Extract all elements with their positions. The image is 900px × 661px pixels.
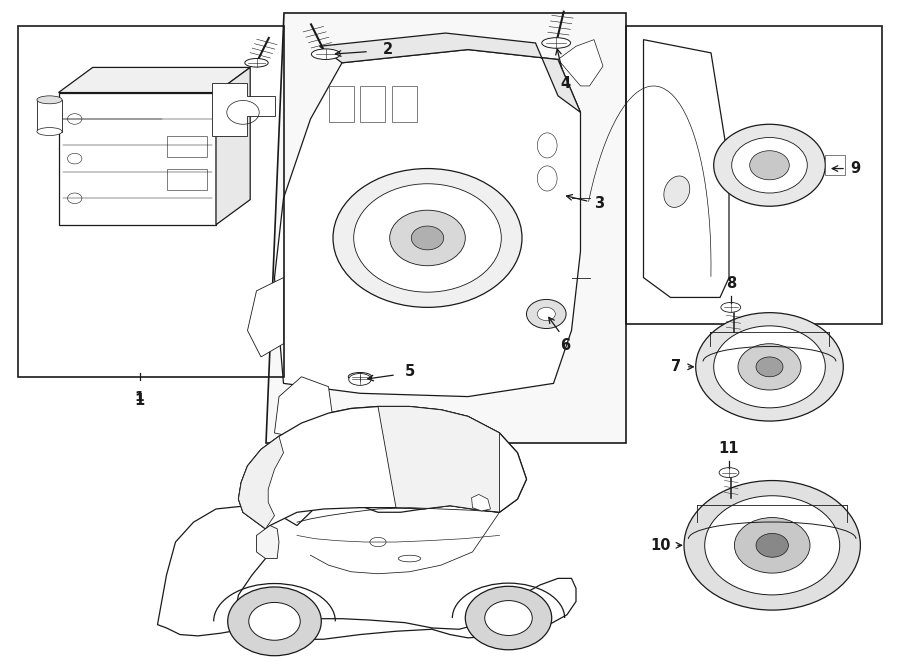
Text: 5: 5: [405, 364, 415, 379]
Text: 2: 2: [382, 42, 392, 57]
Circle shape: [465, 586, 552, 650]
Polygon shape: [238, 407, 526, 529]
Circle shape: [738, 344, 801, 390]
Text: 11: 11: [719, 441, 739, 456]
Ellipse shape: [37, 128, 62, 136]
Polygon shape: [248, 278, 284, 357]
Ellipse shape: [311, 49, 340, 59]
Bar: [58, 93, 216, 225]
Circle shape: [354, 184, 501, 292]
Bar: [18, 26, 284, 377]
Bar: [37, 100, 62, 132]
Ellipse shape: [719, 467, 739, 477]
Circle shape: [756, 533, 788, 557]
Bar: [626, 26, 882, 324]
Circle shape: [696, 313, 843, 421]
Circle shape: [714, 326, 825, 408]
Ellipse shape: [537, 166, 557, 191]
Ellipse shape: [349, 373, 371, 385]
Circle shape: [714, 124, 825, 206]
Bar: [328, 86, 354, 122]
Ellipse shape: [348, 373, 372, 381]
Text: 10: 10: [650, 538, 670, 553]
Bar: [166, 169, 207, 190]
Polygon shape: [266, 13, 626, 443]
Ellipse shape: [537, 133, 557, 158]
Text: 3: 3: [594, 196, 604, 211]
Polygon shape: [238, 436, 284, 529]
Ellipse shape: [542, 38, 571, 48]
Circle shape: [411, 226, 444, 250]
Circle shape: [732, 137, 807, 193]
Circle shape: [485, 601, 532, 635]
Ellipse shape: [37, 96, 62, 104]
Polygon shape: [212, 83, 274, 136]
Polygon shape: [320, 33, 580, 112]
Circle shape: [756, 357, 783, 377]
Circle shape: [537, 307, 555, 321]
Circle shape: [750, 151, 789, 180]
Text: 4: 4: [560, 76, 571, 91]
Ellipse shape: [721, 303, 741, 312]
Bar: [166, 136, 207, 157]
Bar: [825, 155, 845, 175]
Circle shape: [734, 518, 810, 573]
Text: 1: 1: [134, 393, 145, 408]
Circle shape: [333, 169, 522, 307]
Ellipse shape: [245, 58, 268, 67]
Polygon shape: [472, 494, 491, 511]
Circle shape: [248, 602, 301, 641]
Polygon shape: [644, 40, 729, 297]
Polygon shape: [274, 377, 333, 440]
Text: 7: 7: [671, 360, 681, 374]
Ellipse shape: [664, 176, 689, 208]
Polygon shape: [216, 67, 250, 225]
Circle shape: [705, 496, 840, 595]
Bar: [360, 86, 385, 122]
Text: 6: 6: [560, 338, 571, 354]
Text: 8: 8: [725, 276, 736, 291]
Circle shape: [228, 587, 321, 656]
Polygon shape: [58, 67, 250, 93]
Polygon shape: [256, 525, 279, 559]
Polygon shape: [558, 40, 603, 86]
Circle shape: [684, 481, 860, 610]
Bar: [392, 86, 417, 122]
Ellipse shape: [398, 555, 421, 562]
Circle shape: [526, 299, 566, 329]
Polygon shape: [378, 407, 500, 512]
Text: 1: 1: [135, 390, 144, 404]
Polygon shape: [274, 50, 580, 397]
Text: 9: 9: [850, 161, 860, 176]
Polygon shape: [158, 407, 576, 640]
Circle shape: [390, 210, 465, 266]
